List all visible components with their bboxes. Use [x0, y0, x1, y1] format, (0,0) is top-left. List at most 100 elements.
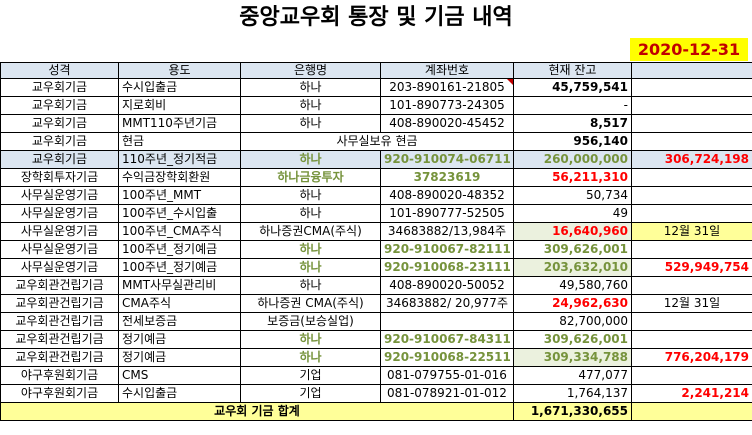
cell-type[interactable]: 야구후원회기금 — [0, 384, 119, 403]
cell-bank[interactable]: 하나증권CMA(주식) — [240, 222, 381, 241]
cell-extra[interactable]: 12월 31일 — [631, 222, 752, 241]
cell-bank[interactable]: 하나 — [240, 150, 381, 169]
cell-bank[interactable]: 하나 — [240, 78, 381, 97]
cell-balance[interactable]: 8,517 — [513, 114, 632, 133]
cell-bank[interactable]: 하나증권 CMA(주식) — [240, 294, 381, 313]
cell-type[interactable]: 사무실운영기금 — [0, 240, 119, 259]
cell-extra[interactable] — [631, 240, 752, 259]
cell-account[interactable]: 408-890020-45452 — [380, 114, 514, 133]
date-cell[interactable]: 2020-12-31 — [630, 38, 748, 61]
cell-use[interactable]: 정기예금 — [118, 330, 241, 349]
cell-use[interactable]: 수시입출금 — [118, 384, 241, 403]
cell-type[interactable]: 사무실운영기금 — [0, 204, 119, 223]
cell-bank[interactable]: 보증금(보승실업) — [240, 312, 381, 331]
cell-account[interactable]: 081-078921-01-012 — [380, 384, 514, 403]
cell-type[interactable]: 교우회관건립기금 — [0, 294, 119, 313]
cell-type[interactable]: 교우회관건립기금 — [0, 348, 119, 367]
header-bank[interactable]: 은행명 — [240, 62, 381, 79]
cell-use[interactable]: 전세보증금 — [118, 312, 241, 331]
cell-bank[interactable]: 하나 — [240, 114, 381, 133]
cell-account[interactable]: 408-890020-48352 — [380, 186, 514, 205]
cell-balance[interactable]: 49 — [513, 204, 632, 223]
header-use[interactable]: 용도 — [118, 62, 241, 79]
cell-use[interactable]: 수시입출금 — [118, 78, 241, 97]
cell-account[interactable]: 920-910074-06711 — [380, 150, 514, 169]
cell-type[interactable]: 교우회기금 — [0, 150, 119, 169]
cell-type[interactable]: 교우회관건립기금 — [0, 276, 119, 295]
cell-account[interactable] — [380, 312, 514, 331]
total-value[interactable]: 1,671,330,655 — [513, 402, 632, 421]
cell-balance[interactable]: 50,734 — [513, 186, 632, 205]
cell-account[interactable]: 101-890777-52505 — [380, 204, 514, 223]
cell-bank[interactable]: 하나 — [240, 240, 381, 259]
cell-balance[interactable]: 45,759,541 — [513, 78, 632, 97]
cell-bank[interactable]: 하나 — [240, 276, 381, 295]
cell-balance[interactable]: 309,334,788 — [513, 348, 632, 367]
cell-account[interactable]: 34683882/ 20,977주 — [380, 294, 514, 313]
cell-balance[interactable]: 203,632,010 — [513, 258, 632, 277]
cell-extra[interactable]: 306,724,198 — [631, 150, 752, 169]
cell-use[interactable]: 110주년_정기적금 — [118, 150, 241, 169]
cell-extra[interactable] — [631, 132, 752, 151]
cell-type[interactable]: 사무실운영기금 — [0, 258, 119, 277]
cell-balance[interactable]: 477,077 — [513, 366, 632, 385]
cell-bank[interactable]: 하나 — [240, 258, 381, 277]
cell-bank[interactable]: 기업 — [240, 384, 381, 403]
cell-extra[interactable] — [631, 168, 752, 187]
header-balance[interactable]: 현재 잔고 — [513, 62, 632, 79]
cell-extra[interactable] — [631, 186, 752, 205]
cell-type[interactable]: 야구후원회기금 — [0, 366, 119, 385]
cell-use[interactable]: 100주년_정기예금 — [118, 258, 241, 277]
cell-account[interactable]: 920-910067-82111 — [380, 240, 514, 259]
cell-type[interactable]: 교우회기금 — [0, 78, 119, 97]
header-account[interactable]: 계좌번호 — [380, 62, 514, 79]
cell-bank[interactable]: 하나 — [240, 204, 381, 223]
cell-bank[interactable]: 기업 — [240, 366, 381, 385]
cell-type[interactable]: 교우회관건립기금 — [0, 312, 119, 331]
cell-use[interactable]: MMT사무실관리비 — [118, 276, 241, 295]
cell-balance[interactable]: 309,626,001 — [513, 240, 632, 259]
cell-type[interactable]: 교우회기금 — [0, 114, 119, 133]
cell-balance[interactable]: 260,000,000 — [513, 150, 632, 169]
cell-balance[interactable]: 1,764,137 — [513, 384, 632, 403]
cell-type[interactable]: 장학회투자기금 — [0, 168, 119, 187]
cell-use[interactable]: 수익금장학회환원 — [118, 168, 241, 187]
cell-use[interactable]: 100주년_MMT — [118, 186, 241, 205]
cell-type[interactable]: 교우회관건립기금 — [0, 330, 119, 349]
cell-extra[interactable]: 2,241,214 — [631, 384, 752, 403]
cell-account[interactable]: 920-910068-23111 — [380, 258, 514, 277]
cell-account[interactable]: 37823619 — [380, 168, 514, 187]
cell-extra[interactable] — [631, 114, 752, 133]
cell-bank[interactable]: 하나 — [240, 348, 381, 367]
cell-extra[interactable] — [631, 96, 752, 115]
cell-extra[interactable]: 529,949,754 — [631, 258, 752, 277]
cell-extra[interactable] — [631, 78, 752, 97]
cell-balance[interactable]: 82,700,000 — [513, 312, 632, 331]
cell-use[interactable]: 정기예금 — [118, 348, 241, 367]
cell-type[interactable]: 교우회기금 — [0, 132, 119, 151]
cell-use[interactable]: MMT110주년기금 — [118, 114, 241, 133]
cell-extra[interactable]: 776,204,179 — [631, 348, 752, 367]
cell-bank[interactable]: 하나 — [240, 186, 381, 205]
cell-use[interactable]: 100주년_정기예금 — [118, 240, 241, 259]
cell-use[interactable]: 100주년_CMA주식 — [118, 222, 241, 241]
cell-bank[interactable]: 하나 — [240, 330, 381, 349]
cell-account[interactable]: 081-079755-01-016 — [380, 366, 514, 385]
cell-account[interactable]: 203-890161-21805 — [380, 78, 514, 97]
cell-account[interactable]: 408-890020-50052 — [380, 276, 514, 295]
cell-bank[interactable]: 하나금융투자 — [240, 168, 381, 187]
cell-account[interactable]: 34683882/13,984주 — [380, 222, 514, 241]
cell-account[interactable]: 920-910067-84311 — [380, 330, 514, 349]
cell-type[interactable]: 교우회기금 — [0, 96, 119, 115]
cell-use[interactable]: CMS — [118, 366, 241, 385]
cell-use[interactable]: 지로회비 — [118, 96, 241, 115]
cell-bank[interactable]: 하나 — [240, 96, 381, 115]
cell-balance[interactable]: 24,962,630 — [513, 294, 632, 313]
total-extra[interactable] — [631, 402, 752, 421]
cell-use[interactable]: CMA주식 — [118, 294, 241, 313]
header-extra[interactable] — [631, 62, 752, 79]
cell-type[interactable]: 사무실운영기금 — [0, 186, 119, 205]
cell-type[interactable]: 사무실운영기금 — [0, 222, 119, 241]
header-type[interactable]: 성격 — [0, 62, 119, 79]
cell-extra[interactable] — [631, 330, 752, 349]
